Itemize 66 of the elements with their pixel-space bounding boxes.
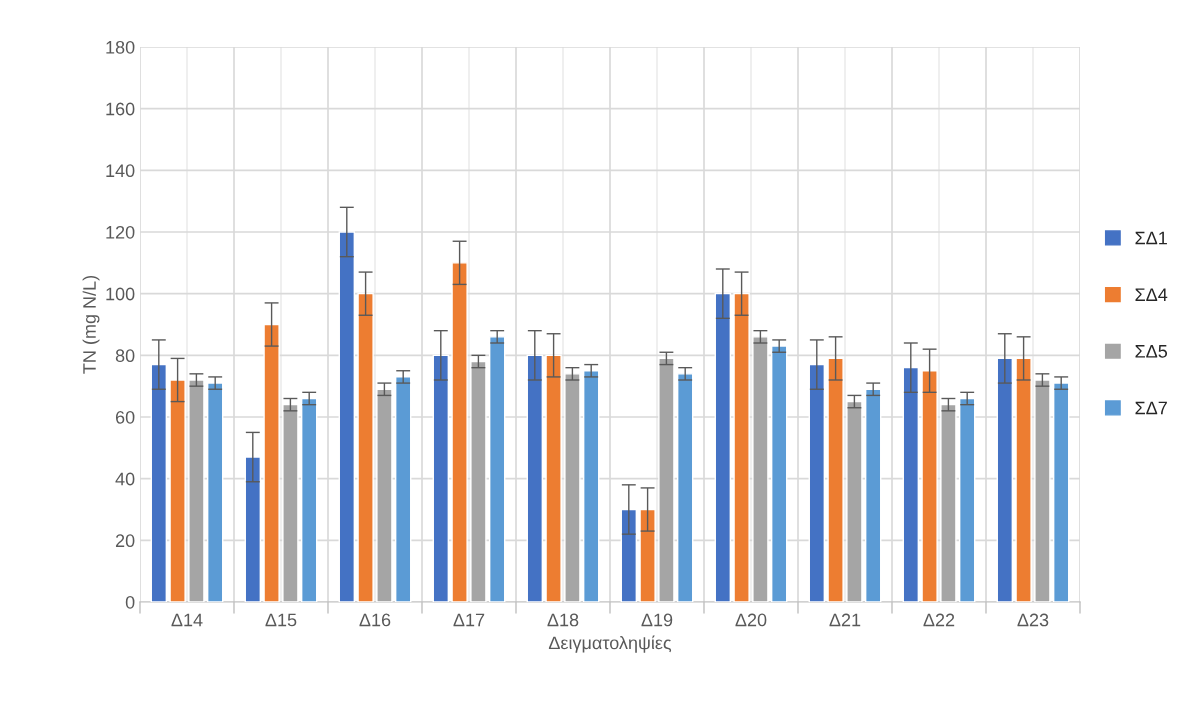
bar — [714, 292, 732, 602]
bar — [770, 345, 788, 602]
legend-label: ΣΔ5 — [1135, 345, 1168, 358]
x-tick-label: Δ14 — [171, 613, 203, 627]
bar — [1052, 382, 1070, 602]
bar — [582, 370, 600, 602]
bar — [376, 388, 393, 602]
y-tick-label: 100 — [106, 287, 135, 301]
bar — [451, 262, 468, 602]
y-tick-label: 160 — [106, 102, 135, 116]
x-tick-label: Δ23 — [1017, 613, 1049, 627]
bar — [470, 360, 487, 602]
bar — [282, 403, 299, 602]
bar — [996, 357, 1014, 602]
bar — [188, 379, 205, 602]
bar — [169, 379, 186, 602]
y-tick-label: 120 — [106, 225, 135, 239]
x-tick-label: Δ19 — [641, 613, 673, 627]
bar — [432, 354, 450, 602]
y-tick-label: 80 — [115, 349, 135, 363]
bar — [940, 403, 957, 602]
bar — [244, 456, 262, 602]
bar — [357, 292, 374, 602]
x-tick-label: Δ17 — [453, 613, 485, 627]
bar — [564, 373, 581, 602]
y-tick-label: 20 — [115, 534, 135, 548]
bar — [206, 382, 224, 602]
y-axis-title: TN (mg N/L) — [82, 275, 100, 374]
legend-label: ΣΔ7 — [1135, 401, 1167, 415]
x-axis-title: Δειγματοληψίες — [548, 635, 672, 653]
bar — [263, 323, 280, 602]
bar — [150, 363, 168, 602]
bar — [639, 508, 656, 602]
bar — [1015, 357, 1032, 602]
bar — [526, 354, 544, 602]
y-tick-label: 40 — [115, 472, 135, 486]
x-tick-label: Δ22 — [923, 613, 955, 627]
bar — [620, 508, 638, 602]
legend-label: ΣΔ4 — [1135, 288, 1168, 301]
x-tick-label: Δ20 — [735, 613, 767, 627]
bar — [902, 366, 920, 602]
y-tick-label: 180 — [106, 40, 135, 54]
bar — [676, 373, 694, 602]
bar — [545, 354, 562, 602]
legend-label: ΣΔ1 — [1135, 231, 1167, 245]
x-tick-label: Δ15 — [265, 613, 297, 627]
y-tick-label: 60 — [115, 410, 135, 424]
bar — [958, 397, 976, 602]
bar — [658, 357, 675, 602]
bar — [921, 370, 938, 602]
bar — [394, 376, 412, 602]
bar — [733, 292, 750, 602]
y-tick-label: 0 — [125, 595, 135, 609]
x-tick-label: Δ16 — [359, 613, 391, 627]
x-tick-label: Δ21 — [829, 613, 861, 627]
bar — [1034, 379, 1051, 602]
bar — [300, 397, 318, 602]
y-tick-label: 140 — [106, 164, 135, 178]
bar — [846, 400, 863, 602]
bar — [488, 336, 506, 602]
bar — [808, 363, 826, 602]
x-tick-label: Δ18 — [547, 613, 579, 627]
bar — [827, 357, 844, 602]
bar — [338, 231, 356, 602]
bar — [864, 388, 882, 602]
bar — [752, 336, 769, 602]
